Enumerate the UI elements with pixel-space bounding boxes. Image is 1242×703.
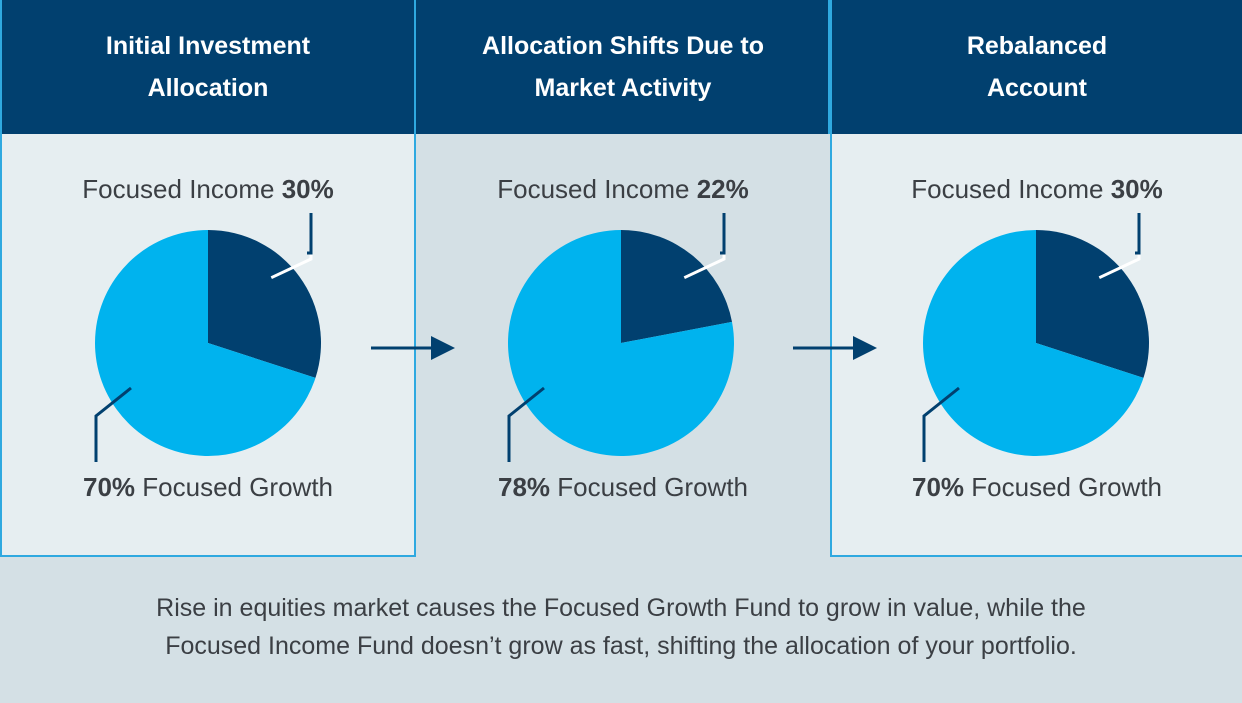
growth-label: 70% Focused Growth	[82, 472, 334, 502]
panel-title: Allocation Shifts Due to Market Activity	[416, 0, 830, 134]
header-divider	[414, 0, 416, 134]
pie-slice-growth	[508, 230, 734, 456]
leader-line-income	[1135, 213, 1141, 255]
growth-label: 78% Focused Growth	[497, 472, 749, 502]
right-arrow-icon	[793, 336, 877, 360]
caption-line: Focused Income Fund doesn’t grow as fast…	[165, 632, 1077, 660]
leader-line-growth	[922, 386, 960, 462]
caption: Rise in equities market causes the Focus…	[0, 589, 1242, 665]
pie-slice-income	[621, 230, 732, 343]
panel-title: Initial Investment Allocation	[2, 0, 414, 134]
income-label: Focused Income 30%	[82, 174, 334, 204]
pie-slice-growth	[95, 230, 316, 456]
pie-slice-income	[1036, 230, 1149, 378]
leader-line-income	[307, 213, 313, 255]
pie-chart	[94, 213, 321, 462]
leader-line-income	[720, 213, 726, 255]
income-label: Focused Income 22%	[497, 174, 749, 204]
leader-line-growth	[94, 386, 132, 462]
pie-chart	[507, 213, 734, 462]
pie-slice-income	[208, 230, 321, 378]
pie-chart	[922, 213, 1149, 462]
panel-initial: Initial Investment Allocation Focused In…	[0, 0, 416, 557]
leader-line-growth	[507, 386, 545, 462]
panel-shifted: Allocation Shifts Due to Market Activity…	[416, 0, 830, 557]
caption-line: Rise in equities market causes the Focus…	[156, 594, 1086, 622]
panel-title: Rebalanced Account	[832, 0, 1242, 134]
growth-label: 70% Focused Growth	[911, 472, 1163, 502]
right-arrow-icon	[371, 336, 455, 360]
pie-slice-growth	[923, 230, 1144, 456]
header-divider	[828, 0, 830, 134]
panel-rebalanced: Rebalanced Account Focused Income 30% 70…	[830, 0, 1242, 557]
income-label: Focused Income 30%	[911, 174, 1163, 204]
